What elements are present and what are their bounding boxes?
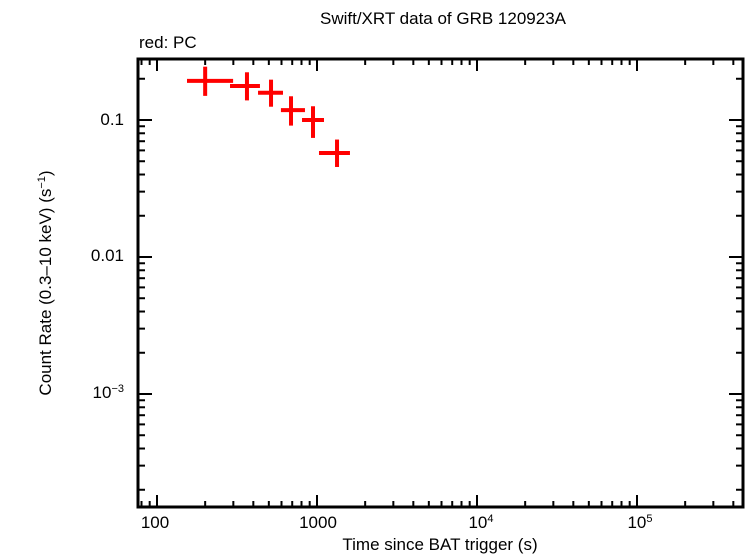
- axis-ticks: [138, 59, 743, 507]
- data-point: [187, 66, 234, 96]
- x-tick-label: 1000: [299, 513, 337, 532]
- y-tick-label: 10−3: [92, 383, 124, 402]
- y-tick-label: 0.01: [90, 246, 124, 265]
- data-point: [280, 96, 305, 126]
- y-tick-label: 0.1: [100, 110, 124, 129]
- plot-frame: [136, 57, 745, 509]
- x-tick-label: 104: [468, 513, 494, 532]
- x-axis-label: Time since BAT trigger (s): [342, 535, 538, 554]
- x-tick-label: 105: [627, 513, 653, 532]
- chart-title: Swift/XRT data of GRB 120923A: [319, 9, 566, 28]
- y-axis-label: Count Rate (0.3–10 keV) (s−1): [36, 170, 55, 396]
- x-tick-label: 100: [140, 513, 170, 532]
- data-series-pc: [187, 66, 350, 167]
- data-point: [258, 79, 283, 107]
- data-point: [302, 106, 325, 138]
- data-point: [318, 139, 350, 167]
- data-point: [230, 72, 260, 101]
- series-legend: red: PC: [139, 33, 197, 52]
